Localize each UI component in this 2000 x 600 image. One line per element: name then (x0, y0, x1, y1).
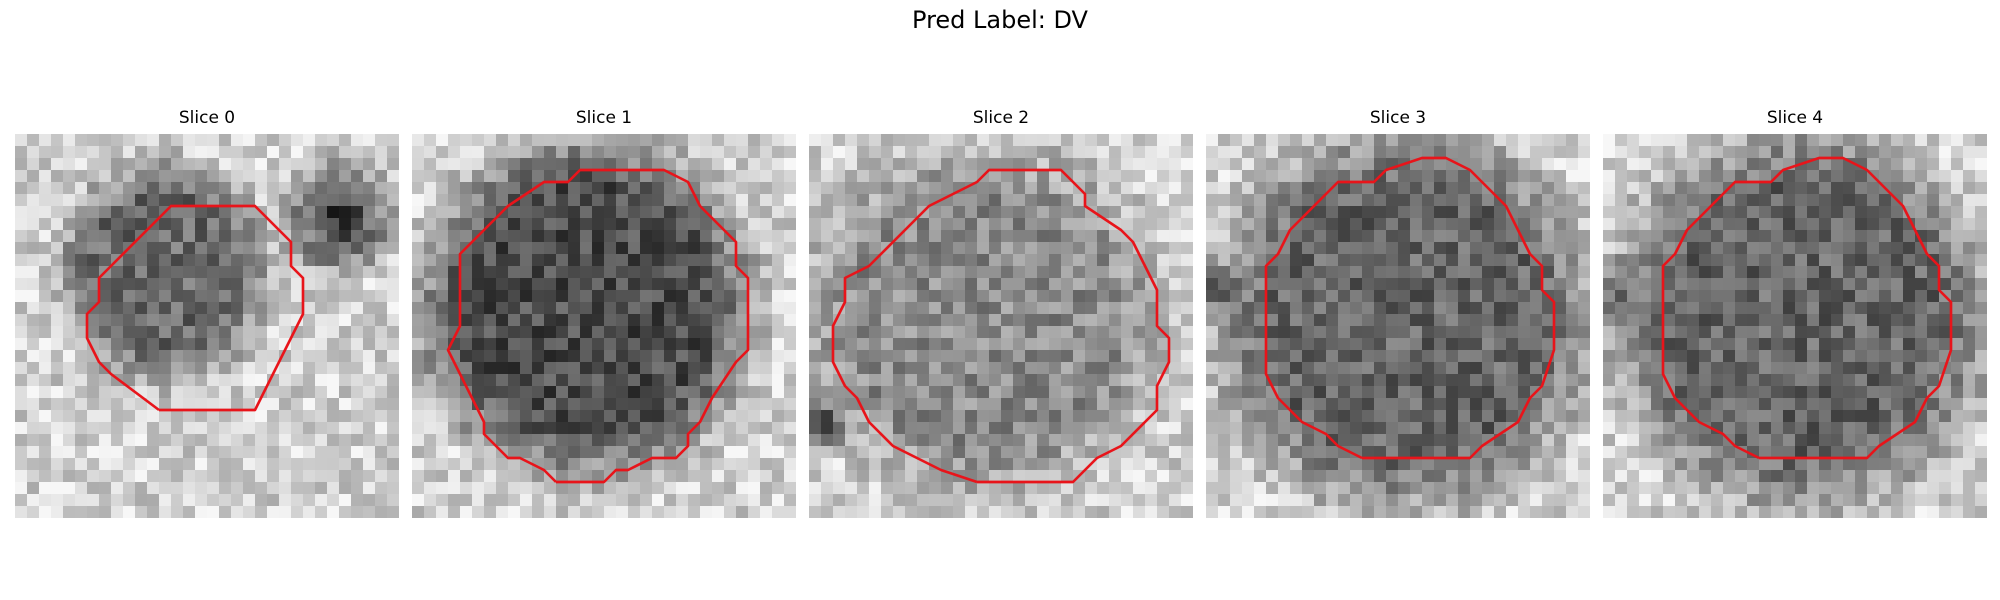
slice-image-1 (412, 134, 796, 518)
slice-title-0: Slice 0 (178, 108, 236, 128)
slice-panel-4: Slice 4 (1603, 108, 1987, 518)
slice-image-0 (15, 134, 399, 518)
segmentation-contour (1264, 156, 1556, 460)
segmentation-contour (1661, 156, 1953, 460)
slice-title-3: Slice 3 (1369, 108, 1427, 128)
segmentation-contour (831, 168, 1171, 484)
slice-title-4: Slice 4 (1766, 108, 1824, 128)
slice-title-2: Slice 2 (972, 108, 1030, 128)
figure-title: Pred Label: DV (912, 6, 1088, 34)
slice-panel-2: Slice 2 (809, 108, 1193, 518)
slice-image-2 (809, 134, 1193, 518)
segmentation-contour (85, 204, 305, 412)
slice-image-4 (1603, 134, 1987, 518)
slice-panel-0: Slice 0 (15, 108, 399, 518)
slice-title-1: Slice 1 (575, 108, 633, 128)
segmentation-contour (446, 168, 750, 484)
slice-panel-3: Slice 3 (1206, 108, 1590, 518)
slice-image-3 (1206, 134, 1590, 518)
slice-panel-1: Slice 1 (412, 108, 796, 518)
